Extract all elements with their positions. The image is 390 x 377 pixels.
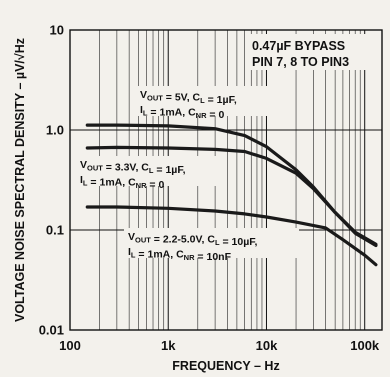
title-background (246, 34, 378, 70)
chart-title-line-2: PIN 7, 8 TO PIN3 (252, 55, 349, 69)
x-tick-label: 1k (161, 338, 176, 353)
x-tick-label: 100 (59, 338, 81, 353)
series-label-3-line-1: VOUT = 2.2-5.0V, CL = 10µF, (128, 231, 258, 248)
series-label-background-2 (76, 156, 226, 186)
series-label-1-line-2: IL = 1mA, CNR = 0 (140, 104, 224, 121)
series-label-3-line-2: IL = 1mA, CNR = 10nF (128, 246, 232, 263)
series-line-2 (85, 145, 378, 248)
y-tick-label: 0.1 (46, 223, 64, 238)
series-line-3 (85, 205, 378, 267)
series-label-2-line-1: VOUT = 3.3V, CL = 1µF, (80, 159, 186, 176)
y-tick-label: 1.0 (46, 123, 64, 138)
y-tick-label: 10 (50, 23, 64, 38)
series-label-background-1 (136, 86, 274, 116)
y-axis-title: VOLTAGE NOISE SPECTRAL DENSITY – µV/√Hz (13, 38, 27, 322)
series-label-1-line-1: VOUT = 5V, CL = 1µF, (140, 89, 237, 106)
x-axis-title: FREQUENCY – Hz (172, 359, 279, 373)
x-tick-label: 10k (256, 338, 278, 353)
x-tick-label: 100k (350, 338, 380, 353)
series-label-background-3 (124, 228, 299, 258)
series-label-2-line-2: IL = 1mA, CNR = 0 (80, 174, 164, 191)
y-tick-label: 0.01 (39, 323, 64, 338)
series-group (85, 123, 378, 267)
chart-title-line-1: 0.47µF BYPASS (252, 39, 345, 53)
plot-frame (69, 29, 383, 331)
